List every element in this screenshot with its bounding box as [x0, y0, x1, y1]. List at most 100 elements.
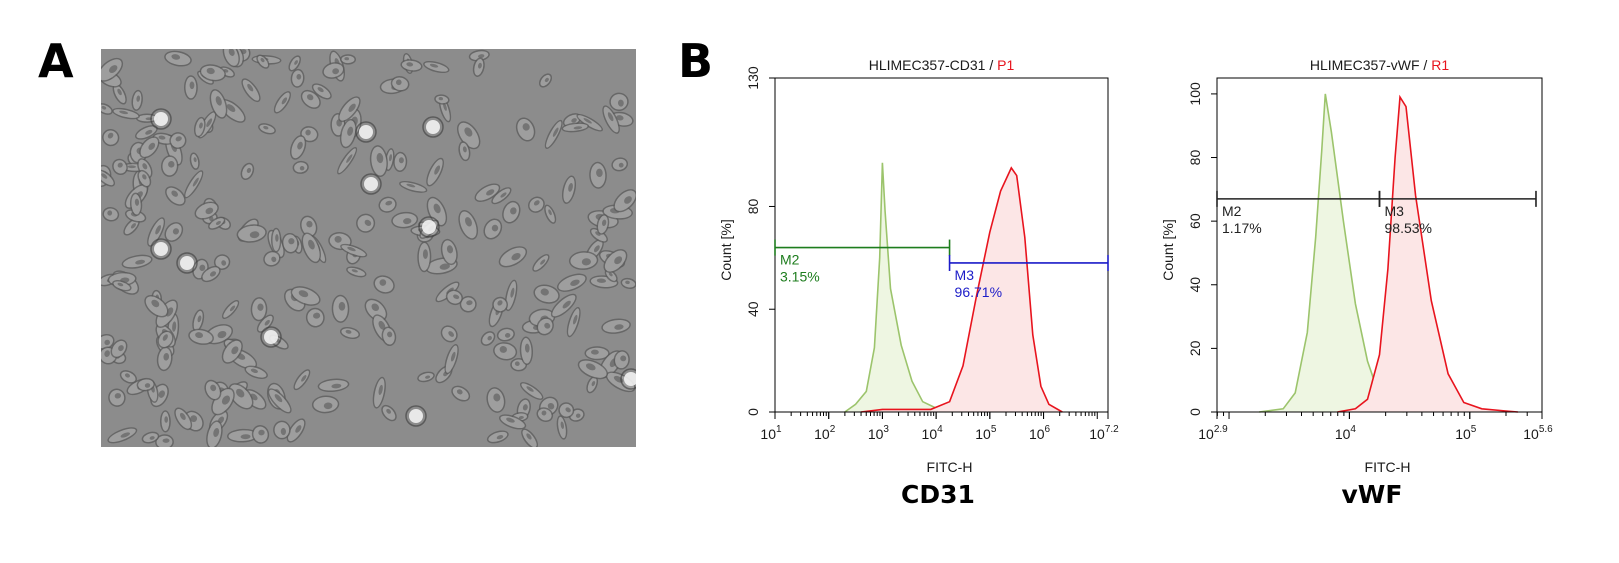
cell	[472, 57, 485, 77]
marker-m2: M23.15%	[774, 239, 951, 285]
cell	[602, 105, 620, 134]
cell	[502, 200, 521, 224]
plot-frame	[1216, 77, 1543, 413]
chart-title-separator: /	[985, 57, 997, 73]
cell	[519, 336, 534, 366]
cell	[107, 427, 138, 444]
cell	[155, 434, 174, 447]
chart-title-gate: R1	[1431, 57, 1449, 73]
y-tick-label: 60	[1187, 213, 1203, 229]
cell	[577, 359, 609, 380]
cell	[270, 227, 282, 253]
marker-percentage: 3.15%	[780, 269, 820, 285]
cell	[340, 243, 368, 258]
marker-name: M2	[780, 252, 800, 268]
x-tick-label: 105	[975, 424, 997, 442]
cell	[458, 141, 471, 162]
marker-percentage: 1.17%	[1222, 220, 1262, 236]
cell	[536, 407, 554, 422]
cell	[112, 107, 140, 120]
phase-contrast-micrograph	[101, 49, 636, 447]
marker-name: M3	[955, 267, 975, 283]
histogram-cd31: HLIMEC357-CD31 / P1 0 40 80 130 101 102 103 104 1…	[718, 57, 1119, 475]
cell	[426, 157, 444, 187]
cell	[399, 180, 428, 193]
cell	[400, 59, 423, 72]
cell	[566, 306, 581, 338]
cell	[468, 49, 490, 62]
cell	[121, 254, 153, 269]
cell	[613, 350, 630, 370]
cell	[141, 431, 160, 444]
cell	[611, 157, 629, 172]
cell	[112, 158, 128, 176]
cell	[486, 387, 506, 413]
cell	[391, 211, 419, 229]
cell	[110, 339, 128, 359]
cell	[492, 296, 509, 313]
y-tick-label: 80	[745, 198, 761, 214]
y-tick-label: 80	[1187, 150, 1203, 166]
cell	[620, 277, 636, 289]
marker-m2: M21.17%	[1216, 190, 1381, 236]
y-tick-label: 100	[1187, 82, 1203, 106]
cell	[147, 217, 166, 247]
y-tick-label: 20	[1187, 340, 1203, 356]
y-axis-label: Count [%]	[1160, 219, 1176, 280]
y-tick-label: 40	[745, 301, 761, 317]
marker-percentage: 98.53%	[1385, 220, 1432, 236]
chart-title-gate: P1	[997, 57, 1014, 73]
cell	[160, 155, 179, 177]
cell	[458, 210, 479, 240]
cell	[311, 83, 332, 100]
x-tick-label: 104	[1335, 424, 1357, 442]
cell	[440, 325, 458, 343]
cell	[486, 430, 509, 444]
histogram-fill-2	[860, 167, 1063, 412]
cell	[208, 216, 226, 230]
cell	[108, 388, 126, 407]
cell-culture-image	[101, 49, 636, 447]
cell	[211, 387, 235, 416]
histogram-line-1	[844, 162, 953, 413]
histogram-fill-1	[844, 162, 953, 412]
histogram-line-2	[860, 166, 1063, 413]
cell	[532, 254, 550, 272]
cell	[339, 326, 361, 340]
cell	[417, 371, 435, 383]
cell	[101, 103, 113, 115]
x-tick-label: 102.9	[1198, 424, 1228, 442]
cell	[289, 135, 307, 160]
cell	[188, 328, 214, 345]
cell	[267, 388, 292, 414]
cell	[273, 420, 291, 440]
cell	[102, 129, 120, 147]
cell	[338, 96, 361, 123]
cell	[536, 317, 554, 336]
cell	[300, 215, 318, 238]
cell	[331, 294, 350, 323]
x-tick-label: 104	[922, 424, 944, 442]
cell	[222, 49, 240, 68]
cell	[434, 94, 450, 105]
histogram-line-2	[1337, 94, 1518, 413]
cell	[101, 333, 115, 350]
cell	[499, 414, 527, 430]
cell	[263, 250, 281, 267]
cell	[236, 224, 267, 243]
cell	[520, 382, 544, 400]
cell	[369, 145, 388, 178]
x-axis-label: FITC-H	[1365, 459, 1411, 475]
cell	[112, 280, 132, 292]
cell	[209, 89, 228, 119]
caption-cd31: CD31	[901, 480, 975, 509]
cell	[193, 116, 206, 138]
cell	[378, 196, 397, 213]
cell	[322, 62, 345, 79]
y-tick-label: 130	[745, 66, 761, 90]
x-tick-label: 103	[868, 424, 890, 442]
cell	[364, 298, 388, 322]
cell	[300, 89, 321, 109]
cell	[288, 55, 301, 72]
